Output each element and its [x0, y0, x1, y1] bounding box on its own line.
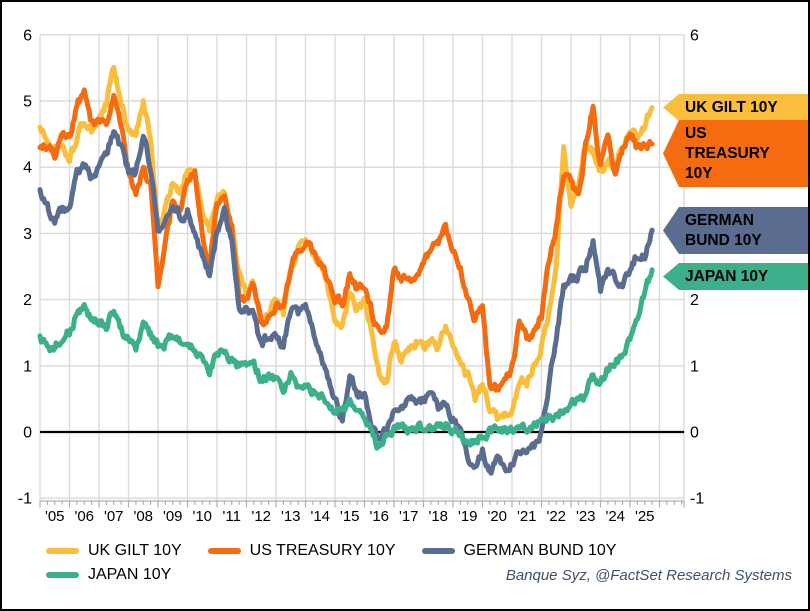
y-tick-label-right: 2: [690, 292, 699, 309]
x-tick-label: '12: [251, 508, 271, 525]
y-tick-label-left: 3: [23, 226, 32, 243]
series-line-uk-gilt-10y: [37, 64, 655, 423]
series-line-us-treasury-10y: [37, 87, 655, 393]
x-tick-label: '25: [635, 508, 655, 525]
legend-swatch: [421, 548, 455, 554]
legend-item-uk-gilt-10y: UK GILT 10Y: [46, 542, 182, 560]
chart-legend: UK GILT 10Y US TREASURY 10Y GERMAN BUND 10…: [46, 539, 786, 587]
legend-row: UK GILT 10Y US TREASURY 10Y GERMAN BUND 10…: [46, 539, 786, 563]
y-tick-label-right: -1: [690, 491, 704, 508]
x-tick-label: '09: [163, 508, 183, 525]
legend-label: US TREASURY 10Y: [249, 542, 396, 559]
legend-swatch: [207, 548, 241, 554]
x-tick-label: '20: [487, 508, 507, 525]
x-tick-label: '19: [458, 508, 478, 525]
y-tick-label-right: 1: [690, 358, 699, 375]
y-tick-label-left: 2: [23, 292, 32, 309]
source-attribution: Banque Syz, @FactSet Research Systems: [505, 567, 792, 584]
legend-label: UK GILT 10Y: [88, 542, 182, 559]
x-tick-label: '14: [310, 508, 330, 525]
legend-swatch: [46, 572, 79, 578]
x-tick-label: '24: [605, 508, 625, 525]
legend-label: GERMAN BUND 10Y: [463, 542, 617, 559]
legend-row: JAPAN 10Y: [46, 563, 786, 587]
x-tick-label: '13: [281, 508, 301, 525]
y-tick-label-left: 0: [23, 425, 32, 442]
x-tick-label: '06: [74, 508, 94, 525]
legend-swatch: [46, 548, 79, 554]
y-tick-label-left: 6: [23, 27, 32, 44]
x-tick-label: '11: [223, 508, 241, 525]
x-tick-label: '15: [340, 508, 360, 525]
y-tick-label-left: 4: [23, 160, 32, 177]
flag-label-german-bund-10y: GERMAN BUND 10Y: [663, 207, 808, 254]
y-tick-label-right: 0: [690, 425, 699, 442]
x-tick-label: '18: [428, 508, 448, 525]
y-tick-label-right: 6: [690, 27, 699, 44]
y-tick-label-left: 1: [23, 358, 32, 375]
flag-label-uk-gilt-10y: UK GILT 10Y: [663, 94, 808, 121]
y-tick-label-left: -1: [18, 491, 32, 508]
flag-label-us-treasury-10y: US TREASURY 10Y: [663, 120, 808, 187]
x-tick-label: '10: [192, 508, 212, 525]
series-line-japan-10y: [37, 267, 655, 451]
x-tick-label: '21: [517, 508, 537, 525]
legend-item-us-treasury-10y: US TREASURY 10Y: [207, 542, 396, 560]
x-tick-label: '17: [399, 508, 419, 525]
x-tick-label: '23: [576, 508, 596, 525]
flag-label-japan-10y: JAPAN 10Y: [663, 263, 808, 290]
legend-label: JAPAN 10Y: [88, 566, 172, 583]
x-tick-label: '22: [546, 508, 566, 525]
y-tick-label-left: 5: [23, 94, 32, 111]
legend-item-japan-10y: JAPAN 10Y: [46, 566, 171, 584]
legend-item-german-bund-10y: GERMAN BUND 10Y: [421, 542, 617, 560]
x-tick-label: '07: [104, 508, 124, 525]
x-tick-label: '16: [369, 508, 389, 525]
x-tick-label: '05: [45, 508, 65, 525]
x-tick-label: '08: [133, 508, 153, 525]
